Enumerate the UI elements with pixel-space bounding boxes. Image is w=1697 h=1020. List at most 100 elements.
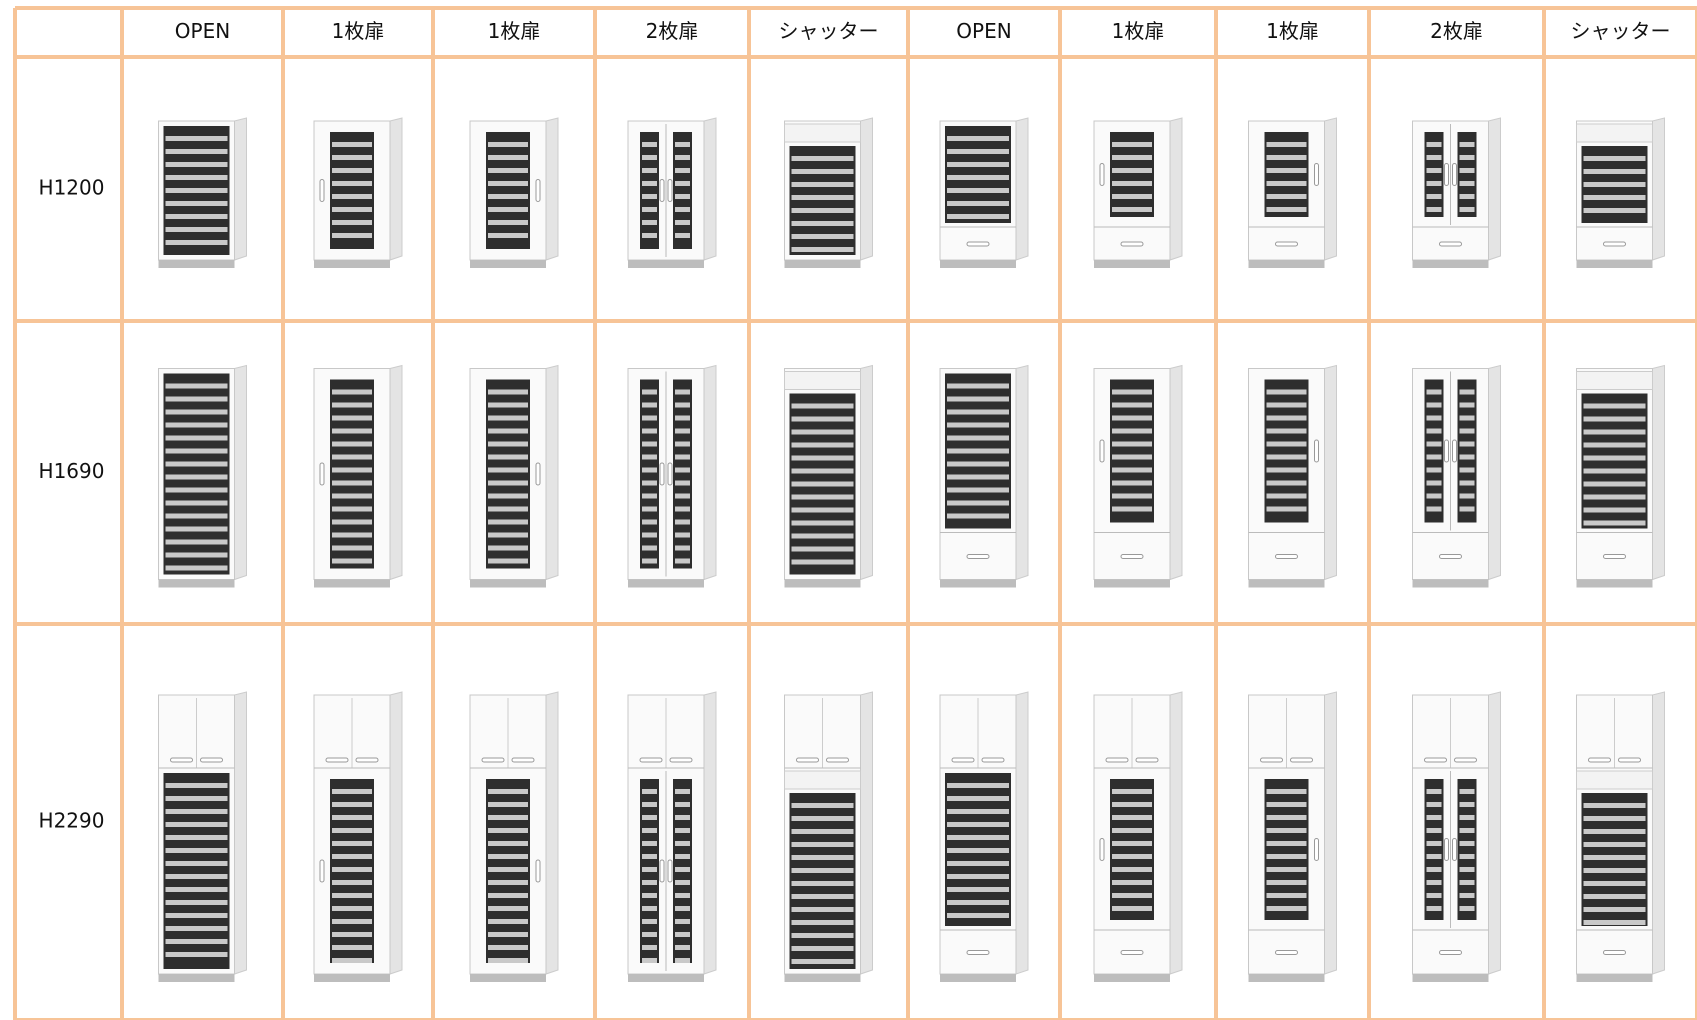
shelf (1426, 906, 1442, 911)
shelf (332, 441, 372, 447)
shelf (165, 913, 228, 918)
shelf (165, 435, 228, 441)
shelf (947, 149, 1009, 154)
handle (1588, 757, 1611, 763)
shelf (1266, 415, 1307, 421)
shelf (488, 506, 528, 512)
shelf (1459, 493, 1475, 499)
shelf (791, 169, 854, 174)
shelf (1583, 481, 1646, 487)
shelf (642, 467, 657, 473)
shelf (791, 208, 854, 213)
shelf (947, 136, 1009, 141)
shelf (675, 958, 690, 963)
cabinet-side (1652, 117, 1665, 261)
shelf (1459, 207, 1475, 212)
handle (1452, 439, 1457, 463)
shelf (1426, 480, 1442, 486)
shelf (1459, 815, 1475, 820)
opening (673, 379, 692, 569)
shelf (1459, 415, 1475, 421)
plinth (158, 579, 235, 588)
shelf (947, 500, 1009, 506)
shelf (165, 809, 228, 814)
shelf (1459, 906, 1475, 911)
shelf (165, 149, 228, 154)
shelf (165, 422, 228, 428)
shelf (1426, 155, 1442, 160)
shelf (1459, 867, 1475, 872)
shelf (947, 861, 1009, 866)
shelf (1426, 181, 1442, 186)
plinth (784, 974, 861, 982)
shelf (791, 920, 854, 925)
plinth (1248, 974, 1325, 982)
shelf (1583, 868, 1646, 873)
cabinet-side (1652, 691, 1665, 975)
cabinet-side (1488, 364, 1501, 581)
shelf (332, 142, 372, 147)
shelf (1426, 402, 1442, 408)
plinth (628, 579, 704, 588)
shelf (675, 402, 690, 408)
shelf (675, 220, 690, 225)
shelf (1266, 168, 1307, 173)
handle (667, 462, 673, 486)
shelf (791, 455, 854, 461)
plinth (470, 579, 546, 588)
shelf (332, 181, 372, 186)
shelf (791, 182, 854, 187)
shelf (1426, 428, 1442, 434)
handle (1314, 838, 1319, 861)
shelf (1112, 815, 1152, 820)
shelf (675, 207, 690, 212)
shelf (165, 552, 228, 558)
shelf (488, 854, 528, 859)
shelf (642, 402, 657, 408)
shelf (642, 181, 657, 186)
shelf (1583, 520, 1646, 526)
shelf (1459, 802, 1475, 807)
shelf (332, 893, 372, 898)
shelf (1112, 207, 1152, 212)
shelf (675, 945, 690, 950)
handle (966, 241, 990, 247)
shelf (488, 932, 528, 937)
shelf (642, 168, 657, 173)
shelf (675, 142, 690, 147)
shelf (642, 441, 657, 447)
shelf (791, 855, 854, 860)
shelf (675, 441, 690, 447)
shelf (488, 389, 528, 395)
shelf (791, 933, 854, 938)
plinth (470, 260, 546, 268)
cabinet-side (545, 364, 559, 581)
handle (1099, 838, 1105, 861)
cabinet-side (703, 691, 717, 975)
shelf (675, 854, 690, 859)
shelf (165, 500, 228, 506)
shelf (947, 201, 1009, 206)
shelf (1266, 506, 1307, 512)
cabinet-side (389, 691, 403, 975)
shelf (1459, 480, 1475, 486)
shelf (488, 415, 528, 421)
handle (1099, 439, 1105, 463)
shelf (1112, 893, 1152, 898)
shelf (947, 796, 1009, 801)
opening (486, 379, 530, 569)
shelf (1426, 802, 1442, 807)
handle (511, 757, 535, 763)
shelf (1266, 454, 1307, 460)
shelf (1112, 428, 1152, 434)
opening (640, 132, 659, 249)
column-header: 2枚扉 (1430, 19, 1483, 43)
handle (1603, 554, 1626, 559)
shelf (642, 958, 657, 963)
cabinet (627, 691, 717, 982)
plinth (628, 260, 704, 268)
opening (945, 126, 1011, 223)
shelf (1112, 168, 1152, 173)
shelf (488, 828, 528, 833)
handle (639, 757, 663, 763)
